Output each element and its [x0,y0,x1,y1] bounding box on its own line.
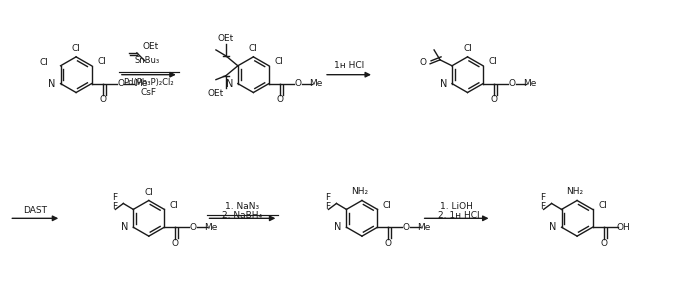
Text: N: N [440,78,447,88]
Text: Me: Me [417,223,431,232]
Text: OH: OH [616,223,630,232]
Text: NH₂: NH₂ [567,187,584,196]
Text: Cl: Cl [170,201,179,210]
Text: DAST: DAST [23,206,47,215]
Text: F: F [112,202,117,211]
Text: F: F [540,202,546,211]
Text: O: O [276,95,283,104]
Text: 1. NaN₃: 1. NaN₃ [225,202,260,211]
Text: OEt: OEt [208,89,224,98]
Text: 1ʜ HCl: 1ʜ HCl [334,61,364,70]
Text: OEt: OEt [218,34,234,43]
Text: O: O [190,223,197,232]
Text: O: O [491,95,498,104]
Text: Cl: Cl [383,201,392,210]
Text: O: O [508,79,515,88]
Text: O: O [295,79,302,88]
Text: F: F [540,193,546,202]
Text: Me: Me [309,79,322,88]
Text: Cl: Cl [97,57,106,66]
Text: N: N [121,222,128,232]
Text: O: O [172,239,179,248]
Text: N: N [225,78,233,88]
Text: Cl: Cl [144,188,154,197]
Text: 2. NaBH₄: 2. NaBH₄ [223,211,262,220]
Text: F: F [325,193,330,202]
Text: Cl: Cl [463,44,472,54]
Text: N: N [334,222,341,232]
Text: O: O [385,239,392,248]
Text: Cl: Cl [249,44,258,54]
Text: N: N [48,78,56,88]
Text: O: O [99,95,106,104]
Text: O: O [600,239,607,248]
Text: Me: Me [524,79,537,88]
Text: Pd(Ph₃P)₂Cl₂: Pd(Ph₃P)₂Cl₂ [124,78,174,87]
Text: Cl: Cl [40,58,49,67]
Text: N: N [549,222,556,232]
Text: NH₂: NH₂ [351,187,369,196]
Text: Cl: Cl [489,57,498,66]
Text: Cl: Cl [274,57,283,66]
Text: Cl: Cl [72,44,80,54]
Text: 2. 1ʜ HCl: 2. 1ʜ HCl [438,211,480,220]
Text: F: F [112,193,117,202]
Text: 1. LiOH: 1. LiOH [440,202,473,211]
Text: O: O [403,223,410,232]
Text: Me: Me [134,79,147,88]
Text: O: O [117,79,124,88]
Text: Me: Me [205,223,218,232]
Text: Cl: Cl [598,201,607,210]
Text: O: O [419,58,426,67]
Text: SnBu₃: SnBu₃ [134,56,159,65]
Text: OEt: OEt [142,42,159,51]
Text: F: F [325,202,330,211]
Text: CsF: CsF [141,88,157,97]
